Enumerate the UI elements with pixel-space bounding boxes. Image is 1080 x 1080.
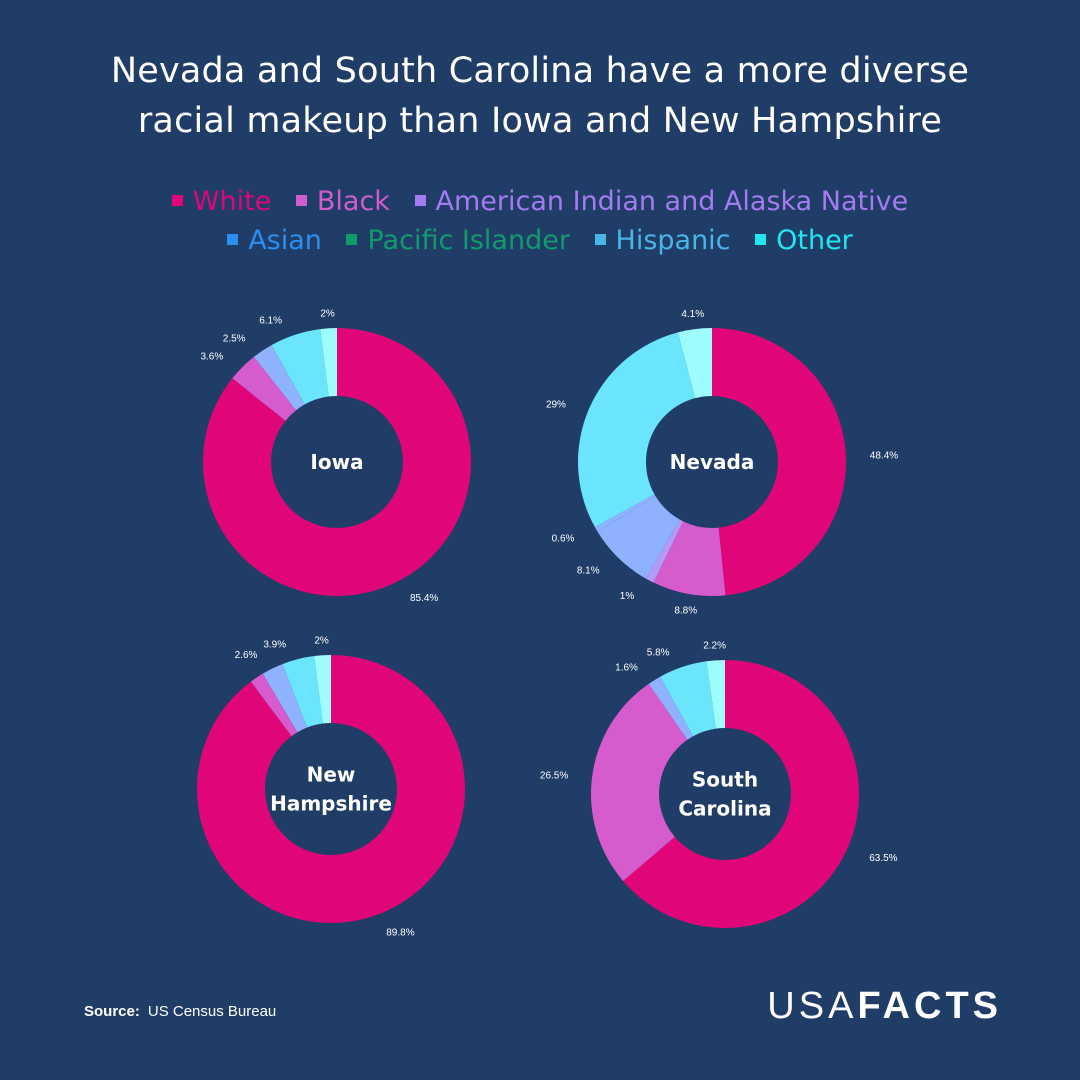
legend-item-white: White xyxy=(171,182,272,221)
legend-item-other: Other xyxy=(755,221,853,260)
slice-asian xyxy=(648,676,694,740)
center-label: Nevada xyxy=(670,450,755,474)
data-label-asian: 2.5% xyxy=(223,333,246,344)
slice-american-indian-and-alaska-native xyxy=(645,519,684,583)
legend-label-other: Other xyxy=(776,225,853,256)
legend-item-pacific-islander: Pacific Islander xyxy=(346,221,570,260)
legend-label-white: White xyxy=(192,186,272,217)
slice-hispanic xyxy=(660,661,716,737)
slice-asian xyxy=(597,496,680,579)
legend-swatch-white xyxy=(171,195,183,206)
source-label: Source: xyxy=(84,1003,140,1020)
slice-asian xyxy=(253,345,305,411)
data-label-hispanic: 5.8% xyxy=(647,648,670,659)
legend-swatch-american-indian xyxy=(414,195,426,206)
title-line-1: Nevada and South Carolina have a more di… xyxy=(110,51,970,91)
data-label-white: 63.5% xyxy=(869,853,897,864)
center-label: South xyxy=(692,768,758,792)
slice-hispanic xyxy=(282,656,323,728)
data-label-hispanic: 6.1% xyxy=(259,316,282,327)
legend: White Black American Indian and Alaska N… xyxy=(40,182,1040,260)
slice-hispanic xyxy=(578,332,696,528)
slice-other xyxy=(677,328,712,399)
chart-title: Nevada and South Carolina have a more di… xyxy=(40,46,1040,146)
legend-label-black: Black xyxy=(316,186,390,217)
data-label-black: 26.5% xyxy=(540,771,568,782)
legend-swatch-hispanic xyxy=(594,234,606,245)
legend-item-asian: Asian xyxy=(227,221,322,260)
data-label-white: 85.4% xyxy=(410,593,438,604)
legend-label-hispanic: Hispanic xyxy=(615,225,731,256)
data-label-other: 2% xyxy=(320,308,335,319)
title-line-2: racial makeup than Iowa and New Hampshir… xyxy=(137,101,943,141)
slice-other xyxy=(314,655,331,724)
source-note: Source: US Census Bureau xyxy=(84,1003,276,1020)
slice-other xyxy=(706,660,725,729)
center-label: Carolina xyxy=(678,797,771,821)
legend-label-american-indian: American Indian and Alaska Native xyxy=(435,186,909,217)
legend-item-black: Black xyxy=(295,182,390,221)
data-label-other: 2.2% xyxy=(703,640,726,651)
legend-swatch-other xyxy=(755,234,767,245)
legend-swatch-pacific-islander xyxy=(346,234,358,245)
source-text: US Census Bureau xyxy=(147,1003,277,1020)
legend-swatch-black xyxy=(295,195,307,206)
center-label: Hampshire xyxy=(270,792,392,816)
data-label-pacific-islander: 0.6% xyxy=(552,534,575,545)
usafacts-logo: USAFACTS xyxy=(767,984,1002,1028)
slice-black xyxy=(232,356,297,421)
slice-asian xyxy=(262,664,308,733)
data-label-asian: 2.6% xyxy=(235,650,258,661)
legend-swatch-asian xyxy=(227,234,239,245)
legend-item-american-indian: American Indian and Alaska Native xyxy=(414,182,909,221)
center-label: New xyxy=(307,763,356,787)
center-label: Iowa xyxy=(310,450,363,474)
donut-iowa: 85.4% 3.6%2.5% 6.1% 2% Iowa xyxy=(200,308,472,604)
data-label-other: 4.1% xyxy=(681,309,704,320)
data-label-hispanic: 29% xyxy=(546,399,566,410)
slice-black xyxy=(653,521,726,596)
slice-hispanic xyxy=(271,329,329,405)
data-label-hispanic: 3.9% xyxy=(263,640,286,651)
slice-other xyxy=(320,328,337,397)
data-label-asian: 1.6% xyxy=(615,663,638,674)
data-label-black: 8.8% xyxy=(674,606,697,617)
slice-white xyxy=(202,328,472,596)
slice-black xyxy=(591,683,688,881)
slice-white xyxy=(623,660,859,929)
legend-item-hispanic: Hispanic xyxy=(594,221,731,260)
donut-new-hampshire: 89.8% 2.6% 3.9% 2% New Hampshire xyxy=(196,635,466,938)
slice-white xyxy=(196,655,466,923)
donut-south-carolina: 63.5% 26.5% 1.6% 5.8% 2.2% South Carolina xyxy=(540,640,898,929)
slice-white xyxy=(712,328,846,596)
data-label-white: 89.8% xyxy=(386,927,414,938)
legend-row-2: Asian Pacific Islander Hispanic Other xyxy=(40,221,1040,260)
logo-usa: USA xyxy=(767,985,858,1027)
data-label-white: 48.4% xyxy=(870,450,898,461)
slice-black xyxy=(250,673,298,737)
data-label-other: 2% xyxy=(314,635,329,646)
data-label-asian: 8.1% xyxy=(577,566,600,577)
data-label-black: 3.6% xyxy=(200,352,223,363)
donut-nevada: 48.4% 8.8% 1% 8.1% 0.6% 29% 4.1% Nevada xyxy=(546,309,898,616)
logo-facts: FACTS xyxy=(857,985,1002,1027)
legend-label-pacific-islander: Pacific Islander xyxy=(367,225,570,256)
legend-label-asian: Asian xyxy=(248,225,322,256)
data-label-american-indian-and-alaska-native: 1% xyxy=(620,591,635,602)
legend-row-1: White Black American Indian and Alaska N… xyxy=(40,182,1040,221)
slice-pacific-islander xyxy=(594,494,656,532)
